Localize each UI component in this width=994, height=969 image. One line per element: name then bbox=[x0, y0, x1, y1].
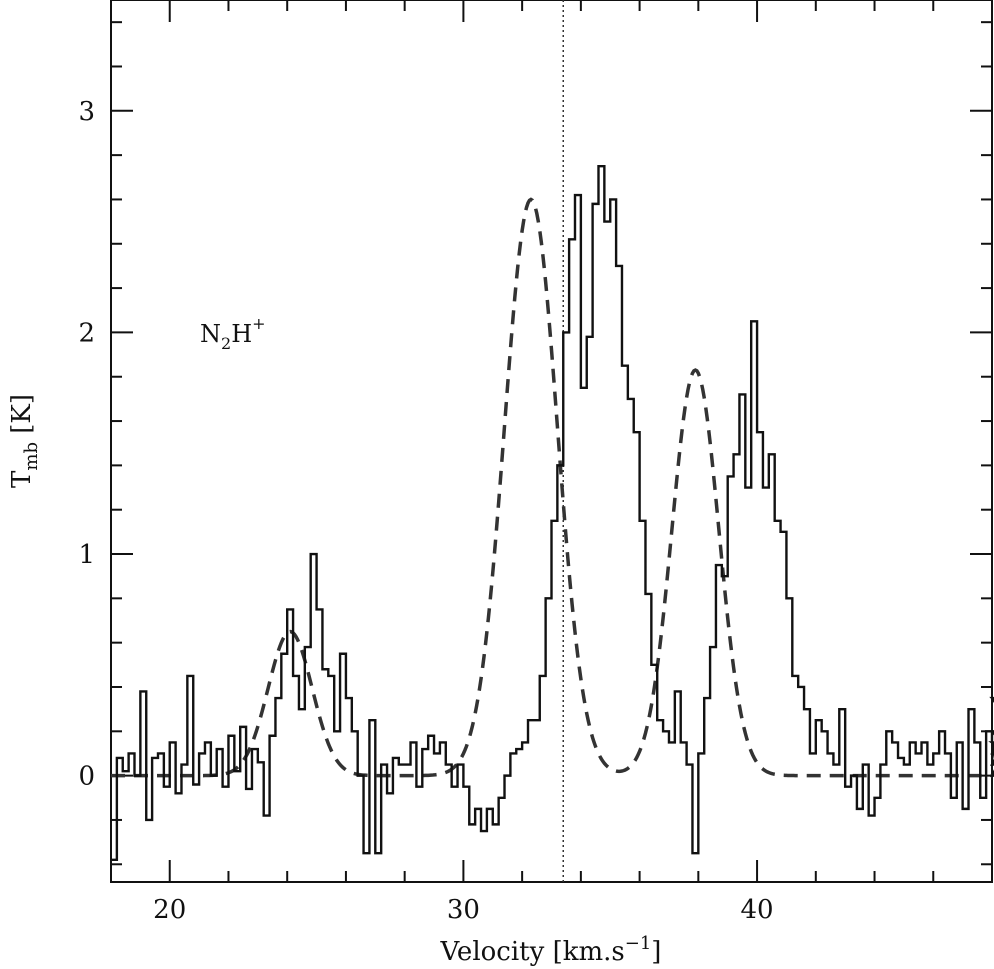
observed-spectrum-histogram bbox=[111, 165, 994, 862]
x-tick-label: 30 bbox=[447, 895, 480, 925]
y-tick-label: 3 bbox=[78, 97, 95, 127]
axis-ticks bbox=[110, 0, 993, 882]
y-tick-label: 2 bbox=[78, 318, 95, 348]
y-axis-title: Tmb [K] bbox=[7, 394, 42, 488]
x-tick-label: 20 bbox=[153, 895, 186, 925]
x-tick-label: 40 bbox=[741, 895, 774, 925]
y-tick-label: 1 bbox=[78, 540, 95, 570]
gaussian-fit-curve bbox=[111, 197, 992, 778]
x-axis-title: Velocity [km.s−1] bbox=[440, 933, 662, 967]
axis-tick-labels: 20 30 40 0 1 2 3 bbox=[78, 97, 773, 925]
plot-frame bbox=[110, 0, 993, 883]
y-tick-label: 0 bbox=[78, 762, 95, 792]
species-label: N2H+ bbox=[200, 314, 266, 353]
